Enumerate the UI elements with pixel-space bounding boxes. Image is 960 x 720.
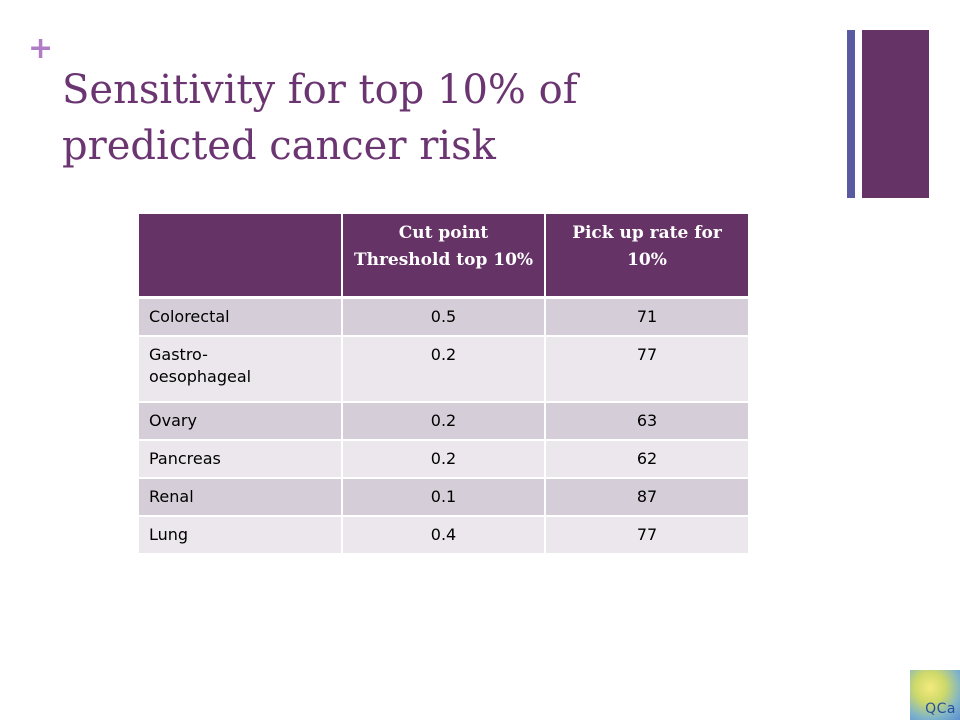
- cancer-type-cell: Gastro- oesophageal: [139, 335, 343, 403]
- pickup-rate-cell: 63: [545, 401, 748, 441]
- cancer-type-cell: Renal: [139, 477, 343, 517]
- table-row: Ovary 0.2 63: [139, 401, 748, 441]
- threshold-cell: 0.5: [342, 297, 546, 337]
- pickup-rate-cell: 71: [545, 297, 748, 337]
- cancer-type-cell: Pancreas: [139, 439, 343, 479]
- threshold-cell: 0.2: [342, 335, 546, 403]
- cancer-type-cell: Ovary: [139, 401, 343, 441]
- plus-icon: +: [28, 31, 54, 66]
- pickup-rate-cell: 62: [545, 439, 748, 479]
- decorative-bar-thin: [847, 30, 855, 198]
- table-row: Pancreas 0.2 62: [139, 439, 748, 479]
- table-row: Renal 0.1 87: [139, 477, 748, 517]
- qca-logo-text: QCa: [925, 701, 956, 717]
- header-cancer-type: [139, 214, 343, 299]
- pickup-rate-cell: 77: [545, 335, 748, 403]
- table-row: Gastro- oesophageal 0.2 77: [139, 335, 748, 403]
- cancer-type-cell: Lung: [139, 515, 343, 555]
- threshold-cell: 0.2: [342, 439, 546, 479]
- sensitivity-table: Cut point Threshold top 10% Pick up rate…: [139, 214, 748, 555]
- table-header-row: Cut point Threshold top 10% Pick up rate…: [139, 214, 748, 299]
- decorative-bar-thick: [862, 30, 929, 198]
- threshold-cell: 0.1: [342, 477, 546, 517]
- table-row: Colorectal 0.5 71: [139, 297, 748, 337]
- pickup-rate-cell: 77: [545, 515, 748, 555]
- header-cut-point-threshold: Cut point Threshold top 10%: [342, 214, 546, 299]
- cancer-type-cell: Colorectal: [139, 297, 343, 337]
- qca-logo: QCa: [910, 670, 960, 720]
- header-pick-up-rate: Pick up rate for 10%: [545, 214, 748, 299]
- page-title: Sensitivity for top 10% of predicted can…: [62, 67, 578, 169]
- threshold-cell: 0.4: [342, 515, 546, 555]
- threshold-cell: 0.2: [342, 401, 546, 441]
- table-row: Lung 0.4 77: [139, 515, 748, 555]
- pickup-rate-cell: 87: [545, 477, 748, 517]
